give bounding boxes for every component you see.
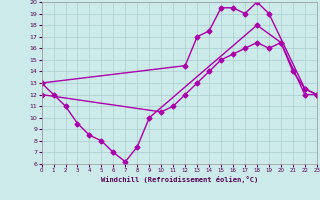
X-axis label: Windchill (Refroidissement éolien,°C): Windchill (Refroidissement éolien,°C): [100, 176, 258, 183]
